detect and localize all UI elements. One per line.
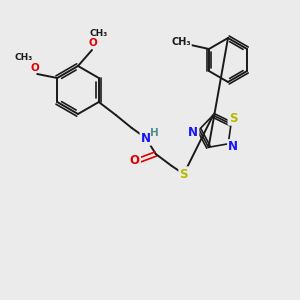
Text: S: S <box>179 167 188 181</box>
Text: CH₃: CH₃ <box>14 53 32 62</box>
Text: S: S <box>229 112 237 124</box>
Text: N: N <box>228 140 238 153</box>
Text: CH₃: CH₃ <box>171 37 191 47</box>
Text: N: N <box>188 126 198 139</box>
Text: N: N <box>141 131 151 145</box>
Text: O: O <box>31 63 40 73</box>
Text: O: O <box>88 38 98 48</box>
Text: H: H <box>150 128 159 138</box>
Text: CH₃: CH₃ <box>90 29 108 38</box>
Text: O: O <box>130 154 140 166</box>
